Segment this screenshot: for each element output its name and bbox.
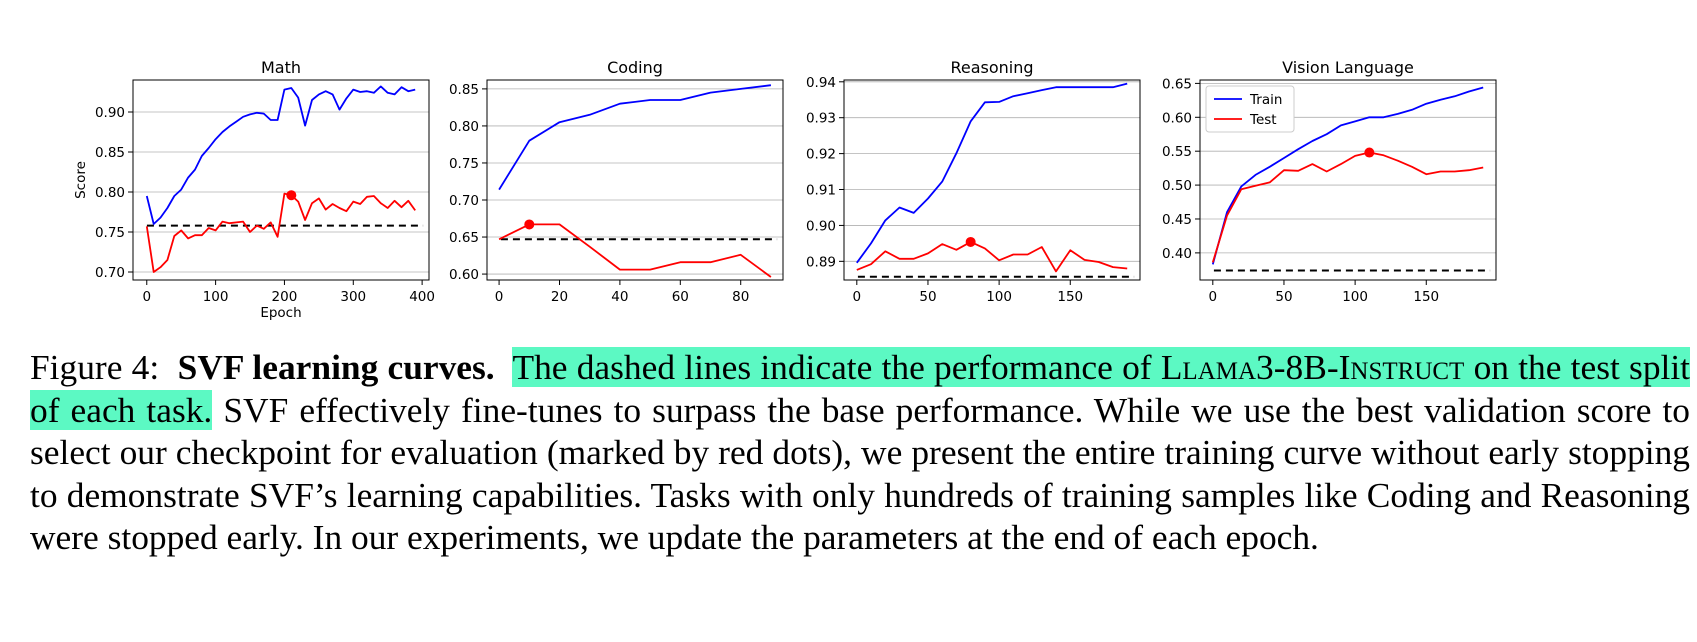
chart-panel-2: 0.60 0.65 0.70 0.75 0.80 0.85 0 20 40 60 80 Coding — [449, 58, 784, 305]
best-checkpoint-dot — [1364, 147, 1375, 158]
y-tick-label: 0.85 — [95, 145, 125, 161]
y-tick-label: 0.60 — [449, 267, 479, 283]
y-tick-label: 0.80 — [95, 185, 125, 201]
plot-frame — [486, 79, 784, 281]
caption-body: SVF effectively fine-tunes to surpass th… — [30, 389, 1690, 558]
x-tick-label: 50 — [919, 289, 936, 305]
chart-title: Math — [261, 58, 301, 77]
x-tick-label: 150 — [1057, 289, 1083, 305]
y-tick-label: 0.55 — [1162, 144, 1192, 160]
y-tick-label: 0.75 — [95, 225, 125, 241]
plot-frame — [132, 79, 430, 281]
x-tick-label: 200 — [272, 289, 298, 305]
y-tick-label: 0.80 — [449, 119, 479, 135]
x-tick-label: 100 — [203, 289, 229, 305]
caption-highlight-text-a: The dashed lines indicate the performanc… — [512, 347, 1161, 387]
legend-box — [1205, 85, 1295, 133]
x-tick-label: 0 — [142, 289, 151, 305]
y-axis-label: Score — [73, 161, 89, 199]
x-tick-label: 80 — [732, 289, 749, 305]
best-checkpoint-dot — [524, 219, 535, 230]
y-tick-label: 0.45 — [1162, 212, 1192, 228]
caption-highlight-text-b: on the test split of each task. — [30, 347, 1691, 430]
chart-panel-4: 0.40 0.45 0.50 0.55 0.60 0.65 0 50 100 150 Vision … — [1162, 58, 1497, 305]
y-tick-label: 0.92 — [806, 147, 836, 163]
x-axis-label: Epoch — [260, 305, 301, 321]
x-tick-label: 50 — [1275, 289, 1292, 305]
x-tick-label: 20 — [551, 289, 568, 305]
best-checkpoint-dot — [286, 190, 297, 201]
x-tick-label: 0 — [1209, 289, 1218, 305]
y-tick-label: 0.89 — [806, 254, 836, 270]
y-tick-label: 0.70 — [95, 265, 125, 281]
series-line-train — [145, 85, 416, 225]
chart-panel-1: 0.70 0.75 0.80 0.85 0.90 0 100 200 300 400 Math Epo… — [73, 58, 435, 321]
x-tick-label: 0 — [853, 289, 862, 305]
y-tick-label: 0.75 — [449, 156, 479, 172]
series-line-train — [856, 82, 1128, 264]
x-tick-label: 150 — [1413, 289, 1439, 305]
caption-model-name-part2: 3-8B- — [1256, 347, 1339, 387]
plot-frame — [1199, 79, 1497, 281]
caption-model-name-part1: Llama — [1160, 347, 1257, 387]
y-tick-label: 0.94 — [806, 75, 836, 91]
legend-label-test: Test — [1249, 112, 1277, 128]
chart-panel-3: 0.89 0.90 0.91 0.92 0.93 0.94 0 50 100 150 Reasoni… — [806, 58, 1141, 305]
best-checkpoint-dot — [965, 236, 976, 247]
y-tick-label: 0.70 — [449, 193, 479, 209]
y-tick-label: 0.90 — [806, 218, 836, 234]
y-tick-label: 0.93 — [806, 111, 836, 127]
plot-frame — [843, 79, 1141, 281]
y-tick-label: 0.90 — [95, 105, 125, 121]
x-tick-label: 400 — [409, 289, 435, 305]
legend-label-train: Train — [1249, 92, 1282, 108]
series-line-test — [145, 192, 416, 273]
series-line-test — [498, 223, 772, 278]
y-tick-label: 0.40 — [1162, 246, 1192, 262]
chart-title: Reasoning — [950, 58, 1033, 77]
series-line-test — [1211, 151, 1484, 263]
x-tick-label: 40 — [611, 289, 628, 305]
y-tick-label: 0.91 — [806, 183, 836, 199]
x-tick-label: 300 — [340, 289, 366, 305]
y-tick-label: 0.65 — [449, 230, 479, 246]
series-line-train — [1211, 86, 1484, 265]
chart-title: Coding — [607, 58, 663, 77]
y-tick-label: 0.85 — [449, 82, 479, 98]
caption-heading: SVF learning curves. — [177, 347, 495, 387]
x-tick-label: 0 — [495, 289, 504, 305]
y-tick-label: 0.50 — [1162, 178, 1192, 194]
series-line-test — [856, 240, 1128, 273]
x-tick-label: 60 — [672, 289, 689, 305]
y-tick-label: 0.60 — [1162, 110, 1192, 126]
series-line-train — [498, 84, 772, 191]
y-tick-label: 0.65 — [1162, 76, 1192, 92]
caption-label: Figure 4: — [30, 347, 160, 387]
figure-caption: Figure 4: SVF learning curves. The dashe… — [30, 346, 1691, 559]
chart-title: Vision Language — [1282, 58, 1414, 77]
caption-model-name-part3: Instruct — [1338, 347, 1465, 387]
figure-learning-curves: 0.700.750.800.850.900 100 200 300 400MathEpo… — [73, 58, 1497, 321]
x-tick-label: 100 — [1342, 289, 1368, 305]
x-tick-label: 100 — [986, 289, 1012, 305]
